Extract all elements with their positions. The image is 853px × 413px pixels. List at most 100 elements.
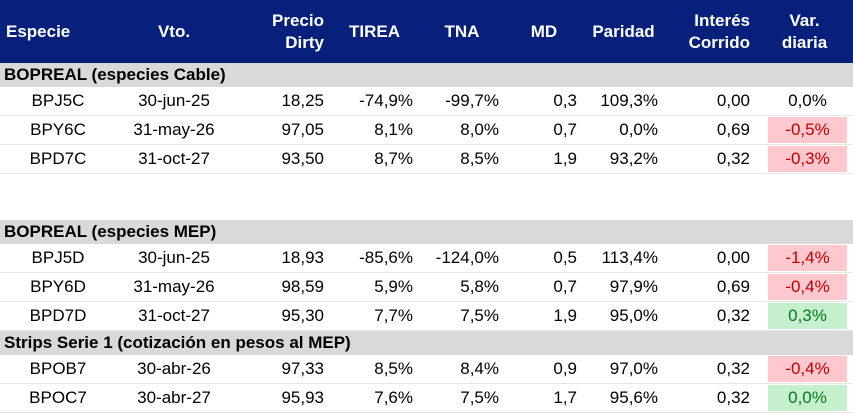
cell-tirea: -74,9%: [330, 87, 419, 116]
cell-paridad: 95,0%: [583, 301, 664, 331]
cell-tna: -124,0%: [419, 244, 505, 273]
cell-precio-dirty: 97,33: [232, 355, 330, 384]
cell-md: 0,3: [505, 87, 583, 116]
table-row[interactable]: BPY6C 31-may-26 97,05 8,1% 8,0% 0,7 0,0% 0,69 -0…: [0, 115, 853, 145]
cell-especie: BPJ5D: [0, 244, 116, 273]
cell-md: 0,7: [505, 272, 583, 302]
col-header-precio-line1: Precio: [272, 10, 324, 30]
cell-tna: 8,4%: [419, 355, 505, 384]
col-header-vto[interactable]: Vto.: [116, 0, 232, 63]
col-header-var-line1: Var.: [789, 10, 820, 30]
table-row[interactable]: BPOB7 30-abr-26 97,33 8,5% 8,4% 0,9 97,0% 0,32-…: [0, 355, 853, 384]
cell-tirea: 8,1%: [330, 115, 419, 145]
cell-precio-dirty: 98,59: [232, 272, 330, 302]
cell-var-diaria: -1,4%: [756, 244, 853, 273]
cell-interes-corrido: 0,69: [664, 272, 756, 302]
cell-tna: 8,5%: [419, 144, 505, 174]
var-diaria-badge: -1,4%: [768, 245, 847, 271]
section-header-row: BOPREAL (especies MEP): [0, 220, 853, 244]
cell-md: 0,9: [505, 355, 583, 384]
cell-md: 0,7: [505, 115, 583, 145]
cell-tirea: 8,7%: [330, 144, 419, 174]
cell-vto: 30-jun-25: [116, 244, 232, 273]
table-header: Especie Vto. Precio Dirty TIREA TNA MD P…: [0, 0, 853, 63]
cell-var-diaria: 0,0%: [756, 383, 853, 413]
col-header-md[interactable]: MD: [505, 0, 583, 63]
cell-interes-corrido: 0,32: [664, 144, 756, 174]
var-diaria-badge: 0,3%: [768, 303, 847, 329]
col-header-var-line2: diaria: [781, 32, 828, 52]
table-row[interactable]: BPJ5C 30-jun-25 18,25 -74,9% -99,7% 0,3 109,3%…: [0, 87, 853, 116]
cell-tirea: 7,7%: [330, 301, 419, 331]
var-diaria-badge: 0,0%: [788, 91, 827, 110]
cell-especie: BPD7D: [0, 301, 116, 331]
table-row[interactable]: BPD7C 31-oct-27 93,50 8,7% 8,5% 1,9 93,2% 0,32-…: [0, 144, 853, 174]
var-diaria-badge: -0,5%: [768, 117, 847, 143]
table-row[interactable]: BPOC7 30-abr-27 95,93 7,6% 7,5% 1,7 95,6% 0,32 0…: [0, 383, 853, 413]
cell-especie: BPD7C: [0, 144, 116, 174]
table-row[interactable]: BPJ5D 30-jun-25 18,93 -85,6% -124,0% 0,5 113,4…: [0, 244, 853, 273]
section-title: Strips Serie 1 (cotización en pesos al M…: [0, 330, 853, 355]
cell-tna: 7,5%: [419, 301, 505, 331]
cell-interes-corrido: 0,32: [664, 355, 756, 384]
cell-vto: 31-may-26: [116, 272, 232, 302]
cell-var-diaria: -0,5%: [756, 115, 853, 145]
cell-especie: BPY6C: [0, 115, 116, 145]
table-row[interactable]: BPY6D 31-may-26 98,59 5,9% 5,8% 0,7 97,9% 0,69-…: [0, 272, 853, 302]
var-diaria-badge: -0,4%: [768, 356, 847, 382]
cell-tirea: -85,6%: [330, 244, 419, 273]
cell-var-diaria: 0,0%: [756, 87, 853, 116]
cell-tna: 8,0%: [419, 115, 505, 145]
cell-paridad: 113,4%: [583, 244, 664, 273]
cell-interes-corrido: 0,00: [664, 244, 756, 273]
cell-paridad: 95,6%: [583, 383, 664, 413]
cell-especie: BPY6D: [0, 272, 116, 302]
col-header-precio-line2: Dirty: [285, 32, 324, 52]
col-header-tna[interactable]: TNA: [419, 0, 505, 63]
col-header-especie[interactable]: Especie: [0, 0, 116, 63]
table-body: BOPREAL (especies Cable) BPJ5C 30-jun-25 18…: [0, 63, 853, 413]
cell-tna: -99,7%: [419, 87, 505, 116]
cell-precio-dirty: 93,50: [232, 144, 330, 174]
cell-var-diaria: -0,4%: [756, 355, 853, 384]
cell-interes-corrido: 0,00: [664, 87, 756, 116]
section-title: BOPREAL (especies MEP): [0, 220, 853, 244]
cell-md: 0,5: [505, 244, 583, 273]
section-title: BOPREAL (especies Cable): [0, 63, 853, 87]
col-header-paridad[interactable]: Paridad: [583, 0, 664, 63]
var-diaria-badge: -0,4%: [768, 274, 847, 300]
section-spacer: [0, 174, 853, 221]
cell-precio-dirty: 18,25: [232, 87, 330, 116]
section-header-row: Strips Serie 1 (cotización en pesos al M…: [0, 330, 853, 355]
cell-md: 1,9: [505, 144, 583, 174]
cell-paridad: 97,0%: [583, 355, 664, 384]
cell-md: 1,7: [505, 383, 583, 413]
cell-paridad: 0,0%: [583, 115, 664, 145]
cell-md: 1,9: [505, 301, 583, 331]
cell-tirea: 8,5%: [330, 355, 419, 384]
table-row[interactable]: BPD7D 31-oct-27 95,30 7,7% 7,5% 1,9 95,0% 0,32 0…: [0, 301, 853, 331]
cell-vto: 31-oct-27: [116, 301, 232, 331]
cell-interes-corrido: 0,32: [664, 301, 756, 331]
cell-interes-corrido: 0,32: [664, 383, 756, 413]
cell-precio-dirty: 18,93: [232, 244, 330, 273]
col-header-var-diaria[interactable]: Var. diaria: [756, 0, 853, 63]
spacer-cell: [0, 174, 853, 221]
col-header-precio-dirty[interactable]: Precio Dirty: [232, 0, 330, 63]
cell-especie: BPOB7: [0, 355, 116, 384]
cell-var-diaria: 0,3%: [756, 301, 853, 331]
section-header-row: BOPREAL (especies Cable): [0, 63, 853, 87]
cell-vto: 31-oct-27: [116, 144, 232, 174]
cell-var-diaria: -0,3%: [756, 144, 853, 174]
cell-paridad: 93,2%: [583, 144, 664, 174]
cell-precio-dirty: 95,30: [232, 301, 330, 331]
cell-paridad: 97,9%: [583, 272, 664, 302]
col-header-interes-line1: Interés: [694, 10, 750, 30]
cell-vto: 30-jun-25: [116, 87, 232, 116]
cell-tirea: 7,6%: [330, 383, 419, 413]
col-header-interes-corrido[interactable]: Interés Corrido: [664, 0, 756, 63]
cell-tna: 5,8%: [419, 272, 505, 302]
col-header-tirea[interactable]: TIREA: [330, 0, 419, 63]
cell-especie: BPJ5C: [0, 87, 116, 116]
